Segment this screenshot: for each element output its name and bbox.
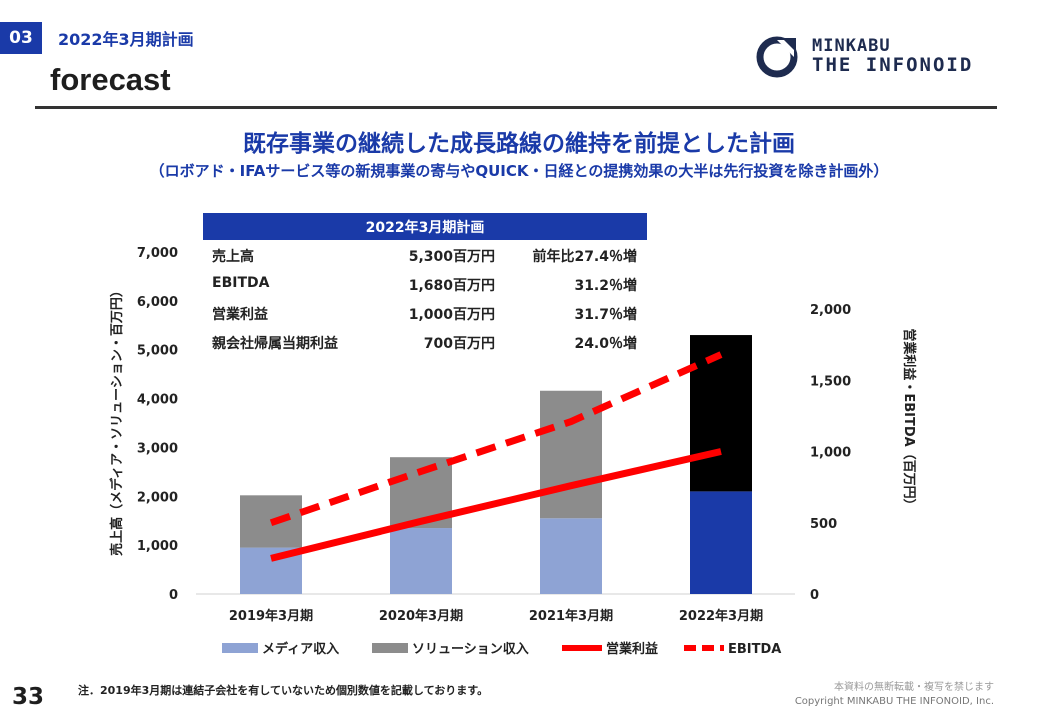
left-axis-tick-label: 2,000 xyxy=(137,490,178,505)
plan-table-row: 親会社帰属当期利益 700百万円 24.0％増 xyxy=(203,327,647,356)
logo-wordmark-bottom: THE INFONOID xyxy=(812,54,974,76)
plan-table-row: 売上高 5,300百万円 前年比27.4％増 xyxy=(203,240,647,269)
category-label: 2020年3月期 xyxy=(379,608,463,624)
headline: 既存事業の継続した成長路線の維持を前提とした計画 xyxy=(243,131,795,157)
left-axis-ticks: 0 1,000 2,000 3,000 4,000 5,000 6,000 7,000 xyxy=(137,246,178,603)
legend-label: EBITDA xyxy=(728,642,781,657)
footnote: 注．2019年3月期は連結子会社を有していないため個別数値を記載しております。 xyxy=(78,684,489,697)
row-change: 31.2％増 xyxy=(574,278,637,294)
legend-label: メディア収入 xyxy=(262,641,339,657)
row-value: 5,300百万円 xyxy=(408,249,495,265)
minkabu-logo-icon xyxy=(756,36,798,78)
legend-label: ソリューション収入 xyxy=(412,642,529,657)
plan-summary-table: 2022年3月期計画 売上高 5,300百万円 前年比27.4％増 EBITDA… xyxy=(203,213,647,356)
row-label: 売上高 xyxy=(212,249,254,265)
plan-table-title: 2022年3月期計画 xyxy=(203,213,647,240)
right-axis-tick-label: 1,500 xyxy=(810,374,851,389)
ebitda-line xyxy=(269,351,723,527)
legend-swatch xyxy=(372,643,408,653)
section-title: 2022年3月期計画 xyxy=(58,30,194,49)
legend-label: 営業利益 xyxy=(606,641,658,657)
line-series xyxy=(269,351,723,562)
plan-table-row: 営業利益 1,000百万円 31.7％増 xyxy=(203,298,647,327)
left-axis-tick-label: 3,000 xyxy=(137,441,178,456)
right-axis-tick-label: 1,000 xyxy=(810,446,851,461)
left-axis-tick-label: 4,000 xyxy=(137,393,178,408)
right-axis-ticks: 0 500 1,000 1,500 2,000 xyxy=(810,303,851,603)
category-label: 2022年3月期 xyxy=(679,608,763,624)
category-label: 2021年3月期 xyxy=(529,608,613,624)
page-heading: forecast xyxy=(50,62,171,97)
row-value: 1,000百万円 xyxy=(408,307,495,323)
right-axis-tick-label: 0 xyxy=(810,588,819,603)
row-change: 24.0％増 xyxy=(574,336,637,352)
legend-swatch xyxy=(222,643,258,653)
subheadline: （ロボアド・IFAサービス等の新規事業の寄与やQUICK・日経との提携効果の大半… xyxy=(149,162,889,180)
logo-wordmark-top: MINKABU xyxy=(812,36,891,56)
category-label: 2019年3月期 xyxy=(229,608,313,624)
operating-profit-line xyxy=(270,448,722,562)
bar-segment-plan xyxy=(690,491,752,594)
copyright: Copyright MINKABU THE INFONOID, Inc. xyxy=(794,696,994,707)
bar-segment xyxy=(540,518,602,594)
category-labels: 2019年3月期 2020年3月期 2021年3月期 2022年3月期 xyxy=(229,608,763,624)
chart-legend: メディア収入 ソリューション収入 営業利益 EBITDA xyxy=(222,641,781,657)
bar-segment-plan xyxy=(690,335,752,492)
row-value: 700百万円 xyxy=(423,336,495,352)
reproduction-notice: 本資料の無断転載・複写を禁じます xyxy=(834,682,994,693)
row-label: 親会社帰属当期利益 xyxy=(212,336,338,352)
plan-table-row: EBITDA 1,680百万円 31.2％増 xyxy=(203,269,647,298)
left-axis-title: 売上高（メディア・ソリューション・百万円） xyxy=(109,284,125,556)
row-label: 営業利益 xyxy=(212,307,268,323)
left-axis-tick-label: 1,000 xyxy=(137,539,178,554)
header-divider xyxy=(35,106,997,109)
row-value: 1,680百万円 xyxy=(408,278,495,294)
bar-segment xyxy=(390,528,452,594)
section-number-badge: 03 xyxy=(0,22,42,54)
left-axis-tick-label: 6,000 xyxy=(137,295,178,310)
left-axis-tick-label: 5,000 xyxy=(137,344,178,359)
left-axis-tick-label: 7,000 xyxy=(137,246,178,261)
right-axis-title: 営業利益・EBITDA（百万円） xyxy=(901,328,917,511)
bar-series xyxy=(240,335,752,594)
row-label: EBITDA xyxy=(212,275,270,291)
left-axis-tick-label: 0 xyxy=(169,588,178,603)
page-number: 33 xyxy=(12,684,45,710)
bar-segment xyxy=(540,390,602,519)
row-change: 前年比27.4％増 xyxy=(532,249,637,265)
row-change: 31.7％増 xyxy=(574,307,637,323)
right-axis-tick-label: 2,000 xyxy=(810,303,851,318)
right-axis-tick-label: 500 xyxy=(810,517,837,532)
